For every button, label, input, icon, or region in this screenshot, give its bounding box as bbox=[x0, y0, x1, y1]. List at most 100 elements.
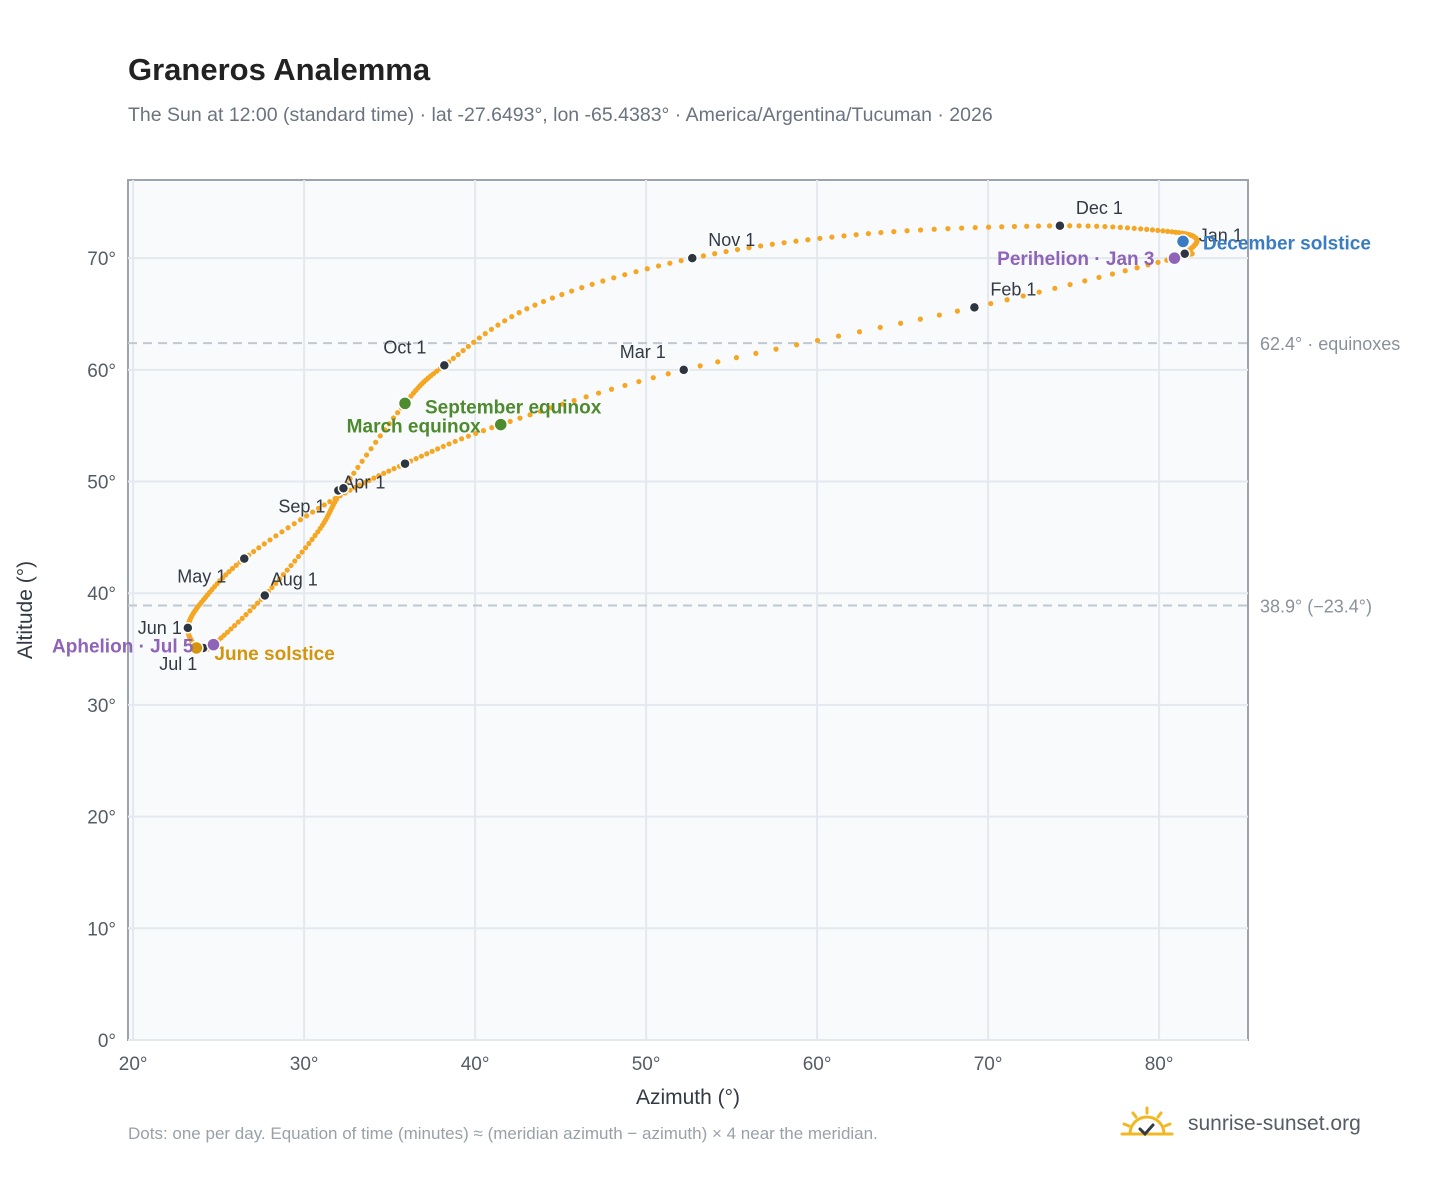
day-dot bbox=[569, 288, 575, 294]
day-dot bbox=[655, 263, 662, 269]
day-dot bbox=[817, 235, 823, 241]
event-label: September equinox bbox=[425, 397, 602, 418]
day-dot bbox=[440, 443, 446, 450]
axes: Azimuth (°) Altitude (°) bbox=[14, 561, 740, 1109]
day-dot bbox=[368, 446, 374, 452]
day-dot bbox=[1155, 227, 1161, 234]
day-dot bbox=[269, 584, 275, 591]
day-dot bbox=[363, 452, 370, 458]
day-dot bbox=[559, 401, 566, 407]
day-dot bbox=[413, 456, 419, 462]
day-dot bbox=[988, 300, 994, 307]
day-dot bbox=[516, 310, 522, 316]
month-label: Oct 1 bbox=[383, 337, 426, 357]
day-dot bbox=[608, 386, 615, 392]
day-dot bbox=[559, 291, 565, 298]
day-dot bbox=[507, 418, 513, 425]
day-dot bbox=[502, 318, 508, 324]
reference-line-label: 38.9° (−23.4°) bbox=[1260, 597, 1372, 617]
event-label: Aphelion · Jul 5 bbox=[52, 637, 194, 658]
day-dot bbox=[697, 363, 703, 369]
reference-line-label: 62.4° · equinoxes bbox=[1260, 334, 1400, 354]
day-dot bbox=[297, 517, 304, 523]
day-dot bbox=[465, 343, 471, 350]
day-dot bbox=[1169, 229, 1175, 235]
day-dot bbox=[1131, 225, 1137, 231]
day-dot bbox=[429, 448, 435, 454]
day-dot bbox=[312, 532, 318, 539]
day-dot bbox=[288, 562, 294, 569]
x-tick-label: 70° bbox=[974, 1054, 1003, 1075]
day-dot bbox=[931, 226, 937, 232]
x-tick-label: 60° bbox=[803, 1054, 832, 1075]
day-dot bbox=[835, 333, 842, 339]
day-dot bbox=[856, 329, 863, 335]
day-dot bbox=[267, 537, 273, 543]
event-label: June solstice bbox=[214, 644, 334, 665]
day-dot bbox=[251, 604, 257, 610]
event-marker bbox=[206, 637, 221, 652]
day-dot bbox=[865, 231, 871, 237]
y-tick-label: 50° bbox=[87, 473, 116, 494]
day-dot bbox=[299, 549, 305, 555]
brand-logo[interactable]: sunrise-sunset.org bbox=[1120, 1102, 1361, 1146]
day-dot bbox=[251, 548, 257, 555]
day-dot bbox=[279, 529, 285, 535]
day-dot bbox=[465, 433, 472, 439]
event-marker bbox=[493, 417, 509, 432]
day-dot bbox=[1122, 268, 1128, 274]
day-dot bbox=[579, 285, 585, 291]
day-dot bbox=[723, 248, 729, 255]
month-label: Nov 1 bbox=[708, 230, 755, 250]
plot-area bbox=[127, 179, 1249, 1041]
day-dot bbox=[473, 430, 479, 437]
day-dot bbox=[524, 306, 530, 312]
day-dot bbox=[636, 378, 642, 385]
day-dot bbox=[359, 458, 365, 464]
day-dot bbox=[611, 275, 617, 281]
y-tick-label: 70° bbox=[87, 249, 116, 270]
day-dot bbox=[622, 382, 628, 389]
sun-icon bbox=[1120, 1106, 1174, 1137]
day-dot bbox=[228, 626, 234, 632]
month-marker bbox=[677, 364, 690, 376]
day-dot bbox=[877, 324, 883, 331]
month-label: Mar 1 bbox=[620, 342, 666, 362]
brand-name: sunrise-sunset.org bbox=[1188, 1112, 1361, 1135]
day-dot bbox=[235, 619, 241, 625]
day-dot bbox=[891, 229, 897, 235]
day-dot bbox=[273, 533, 279, 539]
day-dot bbox=[1082, 278, 1088, 284]
reference-lines: 62.4° · equinoxes 38.9° (−23.4°) bbox=[128, 334, 1400, 617]
month-marker bbox=[259, 589, 271, 602]
day-dot bbox=[302, 545, 309, 551]
day-dot bbox=[347, 476, 353, 482]
day-dot bbox=[1124, 225, 1131, 231]
month-marker bbox=[182, 622, 194, 634]
day-dot bbox=[284, 567, 290, 573]
day-dot bbox=[1011, 223, 1018, 230]
day-dot bbox=[793, 238, 799, 244]
day-dot bbox=[532, 302, 538, 308]
day-dot bbox=[600, 278, 606, 284]
day-dot bbox=[1109, 271, 1116, 277]
day-dot bbox=[1036, 289, 1042, 295]
day-dot bbox=[303, 513, 310, 519]
x-tick-label: 30° bbox=[290, 1054, 319, 1075]
day-dot bbox=[1096, 274, 1102, 280]
day-dot bbox=[315, 505, 322, 512]
day-dot bbox=[1035, 223, 1042, 229]
day-dot bbox=[712, 251, 718, 257]
day-dot bbox=[1160, 228, 1166, 234]
month-label: Aug 1 bbox=[271, 569, 318, 589]
y-tick-label: 10° bbox=[87, 919, 116, 940]
day-dot bbox=[229, 565, 236, 572]
day-dot bbox=[327, 499, 333, 505]
day-dot bbox=[382, 427, 388, 433]
day-dot bbox=[1102, 223, 1108, 230]
day-dot bbox=[276, 576, 283, 582]
day-dot bbox=[285, 525, 291, 531]
day-dot bbox=[309, 536, 315, 543]
event-marker bbox=[397, 396, 413, 411]
day-dot bbox=[226, 569, 232, 575]
